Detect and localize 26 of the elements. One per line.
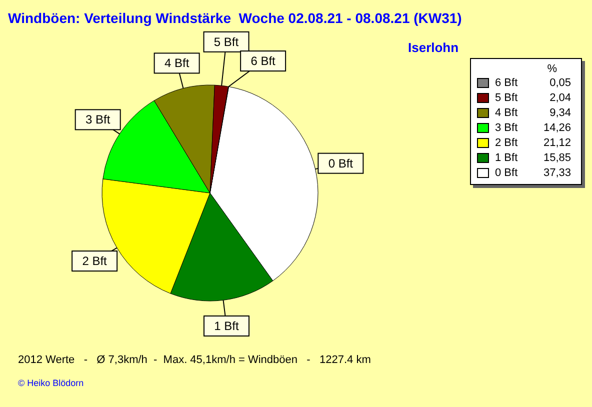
text: 2012 Werte - Ø 7,3km/h - Max. 45,1km/h = Windböen - 1227.4 km <box>18 354 371 366</box>
data-label: 0,05 <box>548 76 571 88</box>
legend-label: 2 Bft <box>495 136 519 148</box>
chart-subtitle: Iserlohn <box>408 40 459 55</box>
slice-label: 3 Bft <box>86 112 111 127</box>
data-label: 37,33 <box>542 166 571 178</box>
slice-label: 0 Bft <box>328 156 354 170</box>
slice-label: 1 Bft <box>214 318 240 333</box>
data-label: 14,26 <box>542 122 571 134</box>
data-label: 15,85 <box>542 152 571 164</box>
slice-label: 2 Bft <box>82 254 108 268</box>
legend-label: 1 Bft <box>495 152 519 164</box>
slice-label: 4 Bft <box>164 56 190 70</box>
legend-label: 6 Bft <box>495 76 519 88</box>
text: © Heiko Blödorn <box>18 378 84 388</box>
chart-title: Windböen: Verteilung Windstärke Woche 02.08.21 - 08.08.21 (KW31) <box>8 10 462 26</box>
data-label: 21,12 <box>542 136 571 148</box>
legend-label: 5 Bft <box>495 92 519 104</box>
data-label: 9,34 <box>548 106 571 118</box>
legend-title: % <box>546 63 558 75</box>
slice-label: 6 Bft <box>250 54 276 68</box>
legend-label: 4 Bft <box>495 106 519 118</box>
legend-label: 3 Bft <box>495 122 519 134</box>
slice-label: 5 Bft <box>214 34 240 49</box>
legend-label: 0 Bft <box>495 166 519 178</box>
data-label: 2,04 <box>548 92 571 104</box>
